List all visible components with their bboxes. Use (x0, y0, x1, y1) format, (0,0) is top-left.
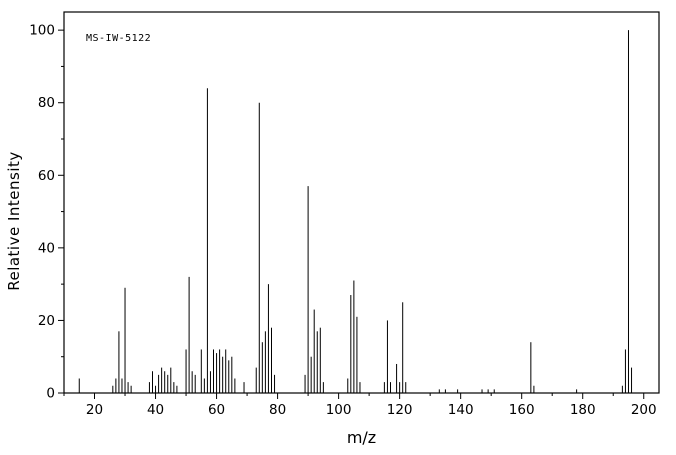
x-tick-label: 160 (509, 402, 535, 418)
x-tick-label: 120 (387, 402, 413, 418)
y-tick-label: 100 (29, 23, 55, 39)
x-tick-label: 60 (208, 402, 225, 418)
x-tick-label: 100 (326, 402, 352, 418)
y-tick-label: 20 (38, 313, 55, 329)
x-tick-label: 40 (147, 402, 164, 418)
x-tick-label: 140 (448, 402, 474, 418)
sample-id-label: MS-IW-5122 (86, 33, 152, 44)
x-tick-label: 20 (86, 402, 103, 418)
x-tick-label: 200 (631, 402, 657, 418)
x-tick-label: 180 (570, 402, 596, 418)
x-axis-label: m/z (346, 428, 377, 447)
y-tick-label: 40 (38, 240, 55, 256)
y-tick-label: 0 (46, 386, 55, 402)
y-tick-label: 60 (38, 168, 55, 184)
plot-frame (63, 11, 660, 394)
y-tick-label: 80 (38, 95, 55, 111)
y-axis-label: Relative Intensity (5, 151, 23, 291)
x-tick-label: 80 (269, 402, 286, 418)
